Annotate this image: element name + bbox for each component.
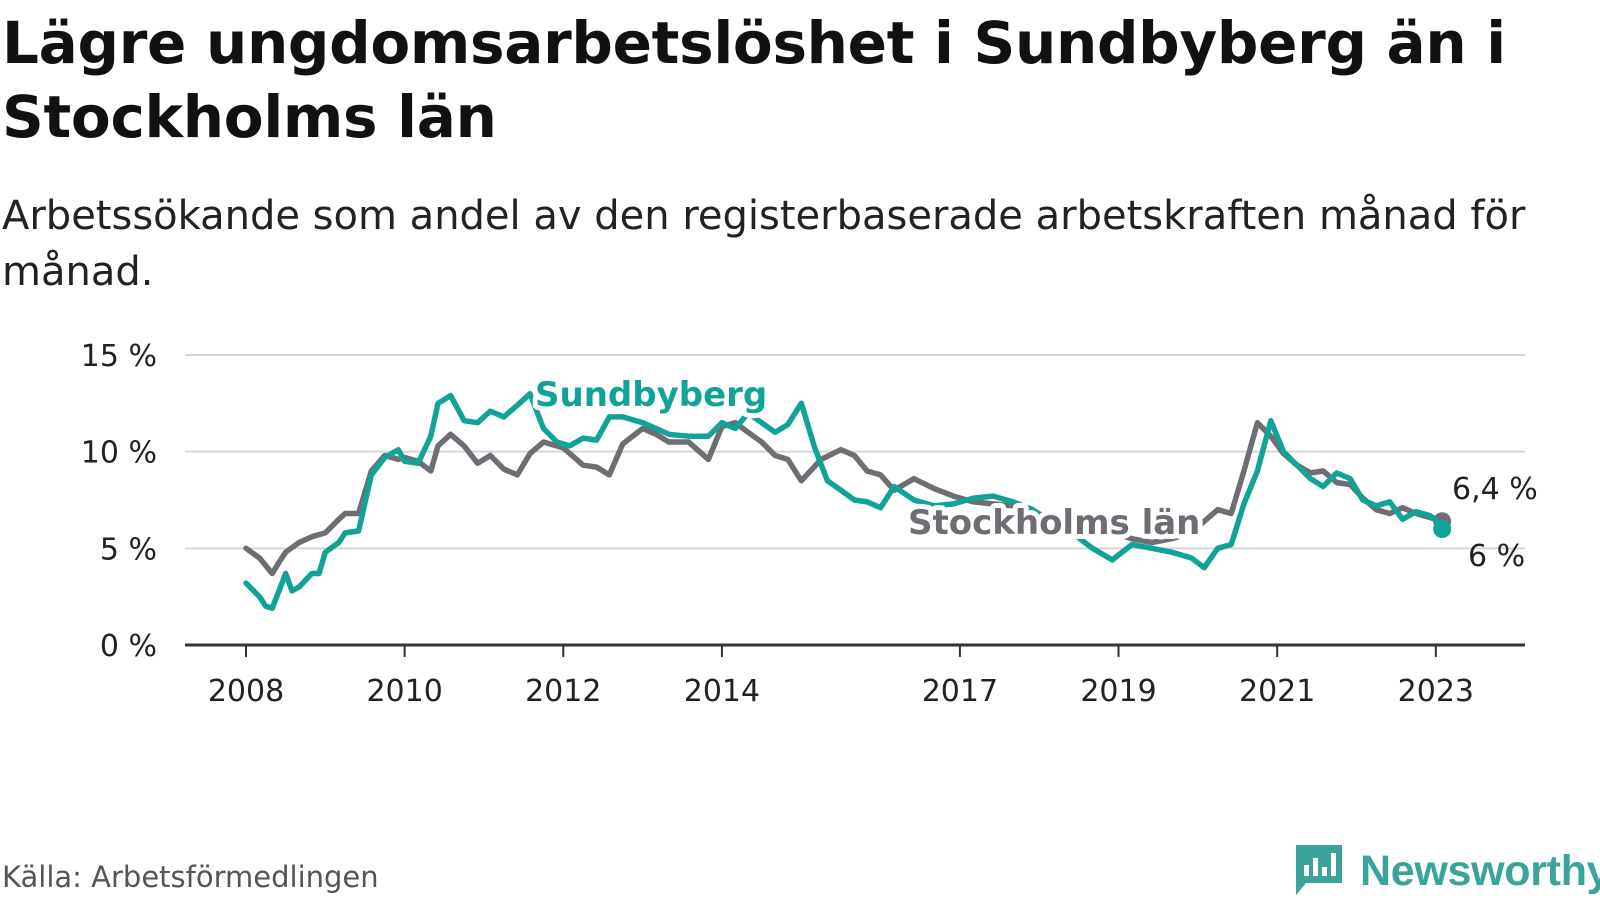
brand-name: Newsworthy (1360, 846, 1600, 895)
x-tick-label: 2008 (208, 674, 284, 709)
x-tick-label: 2019 (1080, 674, 1156, 709)
y-tick-label: 0 % (100, 629, 157, 664)
x-tick-label: 2012 (525, 674, 601, 709)
x-axis: 2008 2010 2012 2014 2017 2019 2021 2023 (185, 643, 1525, 709)
end-point-sundbyberg (1433, 520, 1452, 538)
x-tick-label: 2023 (1398, 674, 1474, 709)
y-axis-ticks: 0 % 5 % 10 % 15 % (81, 339, 157, 664)
series-line-sundbyberg (243, 390, 1445, 612)
gridlines (185, 354, 1525, 550)
source-note: Källa: Arbetsförmedlingen (2, 860, 379, 894)
x-tick-label: 2017 (922, 674, 998, 709)
chart-subtitle: Arbetssökande som andel av den registerb… (2, 193, 1526, 295)
y-tick-label: 15 % (81, 339, 157, 374)
series-lines (243, 390, 1452, 612)
newsworthy-logo-icon (1296, 845, 1342, 895)
series-label-sundbyberg: Sundbyberg (535, 375, 767, 415)
chart-title: Lägre ungdomsarbetslöshet i Sundbyberg ä… (2, 9, 1506, 151)
x-tick-label: 2010 (366, 674, 442, 709)
y-tick-label: 10 % (81, 436, 157, 471)
series-labels: Sundbyberg Stockholms län 6,4 % 6 % (530, 370, 1538, 574)
newsworthy-logo: Newsworthy (1292, 843, 1600, 899)
end-value-stockholm: 6,4 % (1452, 472, 1538, 507)
x-tick-label: 2014 (684, 674, 760, 709)
series-label-stockholm: Stockholms län (908, 503, 1200, 543)
y-tick-label: 5 % (100, 532, 157, 567)
end-value-sundbyberg: 6 % (1468, 539, 1525, 574)
x-tick-label: 2021 (1239, 674, 1315, 709)
